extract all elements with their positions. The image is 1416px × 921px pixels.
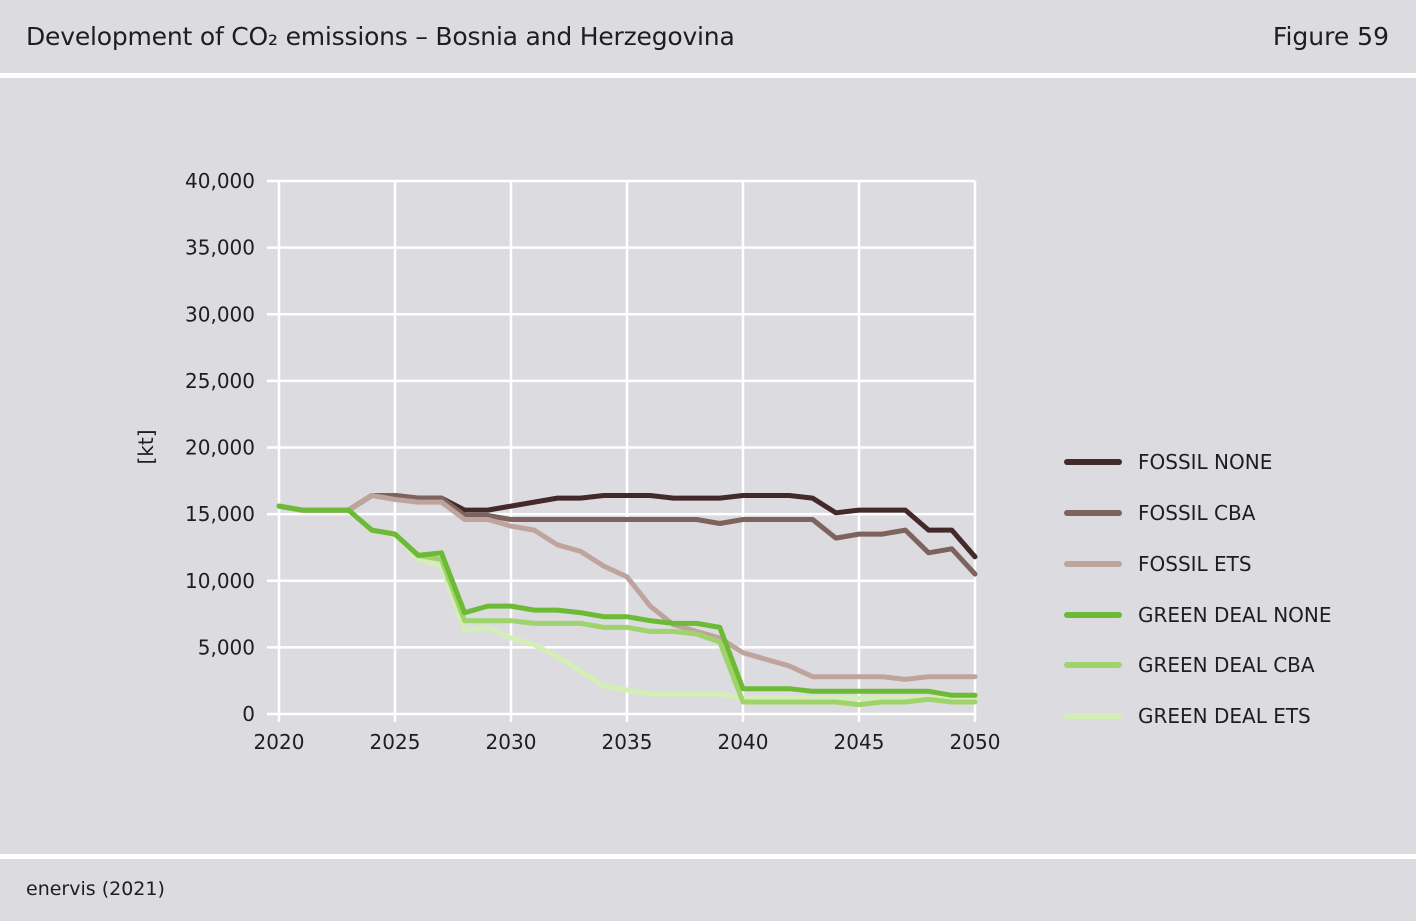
chart-grid [267,179,977,722]
y-tick-label: 20,000 [185,436,255,460]
y-axis-label: [kt] [134,429,158,464]
x-tick-label: 2020 [254,730,305,754]
series-line-green-deal-none [276,503,978,698]
y-tick-label: 10,000 [185,569,255,593]
legend-label: GREEN DEAL ETS [1138,704,1311,728]
header: Development of CO₂ emissions – Bosnia an… [0,0,1416,74]
legend-item: FOSSIL CBA [1064,501,1256,525]
legend-item: GREEN DEAL NONE [1064,603,1332,627]
y-tick-label: 15,000 [185,502,255,526]
legend-label: FOSSIL NONE [1138,450,1272,474]
x-tick-label: 2025 [370,730,421,754]
y-tick-label: 0 [242,702,255,726]
series-line-fossil-cba [276,493,978,577]
y-tick-label: 35,000 [185,236,255,260]
legend-item: FOSSIL NONE [1064,450,1272,474]
series-line-fossil-ets [276,493,978,682]
legend-label: FOSSIL CBA [1138,501,1256,525]
legend-label: GREEN DEAL CBA [1138,653,1315,677]
y-axis-ticks: 0 5,000 10,000 15,000 20,000 25,000 30,000 35,0… [185,169,255,726]
bottom-divider [0,854,1416,859]
y-tick-label: 25,000 [185,369,255,393]
x-tick-label: 2050 [950,730,1001,754]
chart-legend: FOSSIL NONE FOSSIL CBA FOSSIL ETS GREEN DEA… [1064,450,1332,728]
legend-label: FOSSIL ETS [1138,552,1252,576]
y-tick-label: 5,000 [198,635,255,659]
x-tick-label: 2030 [486,730,537,754]
legend-label: GREEN DEAL NONE [1138,603,1332,627]
x-axis-ticks: 2020 2025 2030 2035 2040 2045 2050 [254,730,1001,754]
page-title: Development of CO₂ emissions – Bosnia an… [26,22,735,51]
legend-item: GREEN DEAL CBA [1064,653,1315,677]
x-tick-label: 2045 [834,730,885,754]
top-divider [0,73,1416,78]
chart-series [276,493,978,708]
legend-item: FOSSIL ETS [1064,552,1252,576]
y-tick-label: 30,000 [185,302,255,326]
figure-number: Figure 59 [1272,22,1389,51]
legend-item: GREEN DEAL ETS [1064,704,1311,728]
x-tick-label: 2035 [602,730,653,754]
y-tick-label: 40,000 [185,169,255,193]
x-tick-label: 2040 [718,730,769,754]
source-note: enervis (2021) [26,878,165,900]
